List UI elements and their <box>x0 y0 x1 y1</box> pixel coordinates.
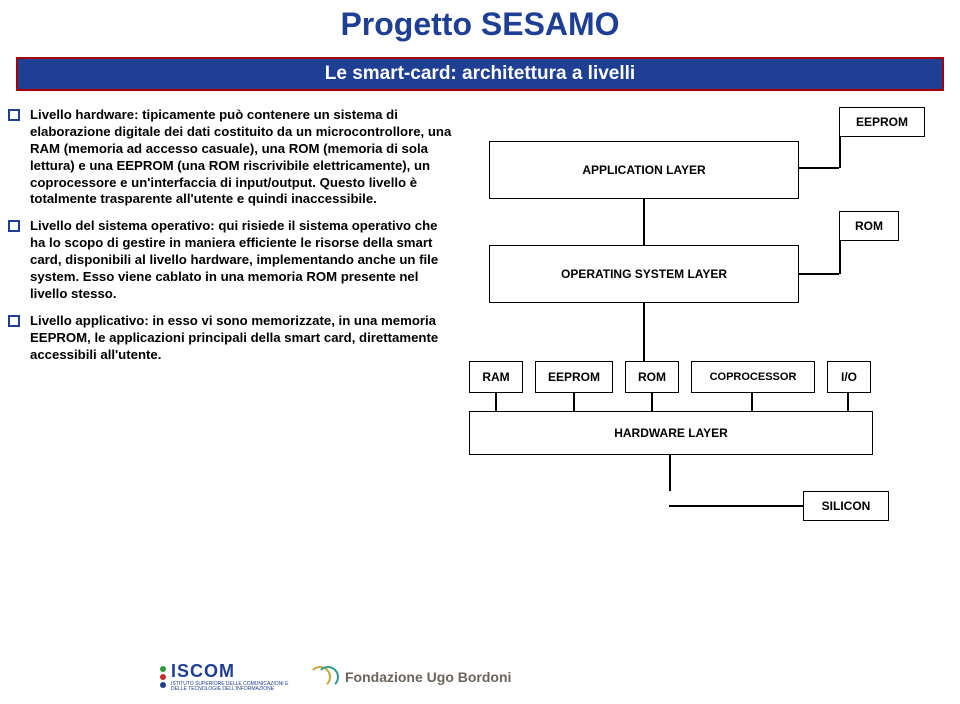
page-title: Progetto SESAMO <box>0 0 960 43</box>
connector-line <box>847 393 849 411</box>
bordoni-logo: Fondazione Ugo Bordoni <box>309 666 511 688</box>
bullet-os: Livello del sistema operativo: qui risie… <box>8 218 455 302</box>
bordoni-text: Fondazione Ugo Bordoni <box>345 669 511 685</box>
bullet-os-prefix: Livello del sistema operativo: <box>30 218 218 233</box>
box-coprocessor: COPROCESSOR <box>691 361 815 393</box>
bullet-square-icon <box>8 109 20 121</box>
dot-icon <box>160 666 166 672</box>
iscom-logo: ISCOM ISTITUTO SUPERIORE DELLE COMUNICAZ… <box>160 661 291 692</box>
connector-line <box>573 393 575 411</box>
connector-line <box>799 273 839 275</box>
bullet-app: Livello applicativo: in esso vi sono mem… <box>8 313 455 364</box>
box-application-layer: APPLICATION LAYER <box>489 141 799 199</box>
box-io: I/O <box>827 361 871 393</box>
box-eeprom-top: EEPROM <box>839 107 925 137</box>
dot-icon <box>160 674 166 680</box>
arcs-icon <box>309 666 339 688</box>
box-rom-right: ROM <box>839 211 899 241</box>
box-ram: RAM <box>469 361 523 393</box>
connector-line <box>799 167 839 169</box>
connector-line <box>751 393 753 411</box>
left-column: Livello hardware: tipicamente può conten… <box>8 107 463 557</box>
footer-logos: ISCOM ISTITUTO SUPERIORE DELLE COMUNICAZ… <box>160 661 511 692</box>
box-rom-hw: ROM <box>625 361 679 393</box>
box-silicon: SILICON <box>803 491 889 521</box>
connector-line <box>669 505 803 507</box>
connector-line <box>651 393 653 411</box>
connector-line <box>643 303 645 361</box>
bullet-hardware: Livello hardware: tipicamente può conten… <box>8 107 455 208</box>
box-eeprom-hw: EEPROM <box>535 361 613 393</box>
connector-line <box>839 137 841 168</box>
connector-line <box>495 393 497 411</box>
architecture-diagram: APPLICATION LAYER EEPROM OPERATING SYSTE… <box>469 107 929 557</box>
bullet-hardware-prefix: Livello hardware: <box>30 107 142 122</box>
box-os-layer: OPERATING SYSTEM LAYER <box>489 245 799 303</box>
connector-line <box>669 455 671 491</box>
bullet-square-icon <box>8 315 20 327</box>
iscom-text: ISCOM <box>171 661 291 682</box>
dot-icon <box>160 682 166 688</box>
box-hardware-layer: HARDWARE LAYER <box>469 411 873 455</box>
subtitle-bar: Le smart-card: architettura a livelli <box>16 57 944 91</box>
right-column: APPLICATION LAYER EEPROM OPERATING SYSTE… <box>463 107 942 557</box>
connector-line <box>839 241 841 274</box>
content-row: Livello hardware: tipicamente può conten… <box>0 91 960 557</box>
bullet-square-icon <box>8 220 20 232</box>
connector-line <box>643 199 645 245</box>
bullet-app-prefix: Livello applicativo: <box>30 313 152 328</box>
iscom-subtext: ISTITUTO SUPERIORE DELLE COMUNICAZIONI E… <box>171 682 291 692</box>
